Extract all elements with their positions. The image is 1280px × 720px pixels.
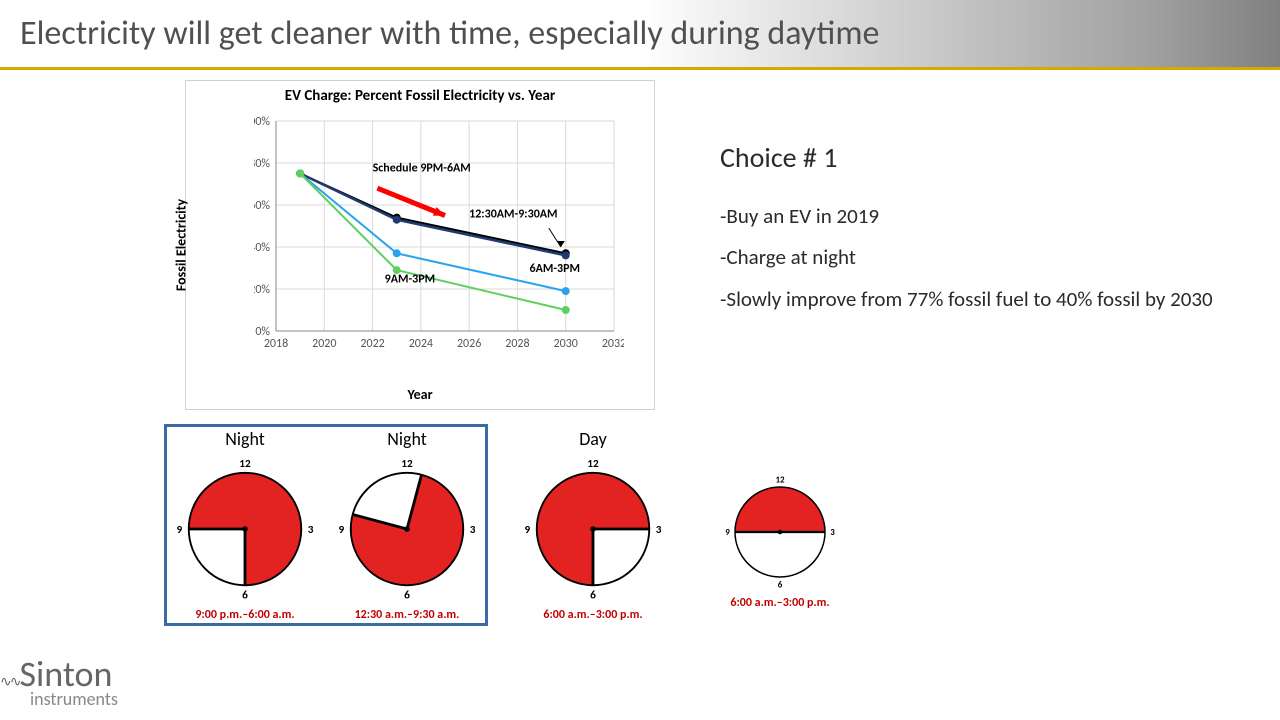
svg-text:40%: 40% [254,241,270,255]
svg-text:2026: 2026 [457,337,481,351]
choice-bullet: -Buy an EV in 2019 [720,203,1220,230]
squiggle-icon: ∿∿ [0,673,19,690]
clock-group: Day 12 3 6 9 6:00 a.m.–3:00 p.m. [518,428,668,622]
clock-group: 12 3 6 9 6:00 a.m.–3:00 p.m. [720,428,840,610]
svg-text:60%: 60% [254,199,270,213]
svg-text:2028: 2028 [505,337,529,351]
line-chart: EV Charge: Percent Fossil Electricity vs… [185,80,655,410]
clock-caption: 6:00 a.m.–3:00 p.m. [730,596,829,610]
clock-face: 12 3 6 9 [518,454,668,604]
svg-text:9: 9 [725,527,730,538]
svg-text:6: 6 [778,580,783,591]
choice-bullets: -Buy an EV in 2019 -Charge at night -Slowl… [720,203,1220,313]
choice-panel: Choice # 1 -Buy an EV in 2019 -Charge at … [720,140,1220,327]
logo-subtext: instruments [30,688,118,710]
clock-caption: 6:00 a.m.–3:00 p.m. [543,608,642,622]
svg-text:2032: 2032 [602,337,624,351]
selection-box [164,424,488,626]
svg-text:9AM-3PM: 9AM-3PM [385,273,435,287]
brand-logo: ∿∿Sinton instruments [0,652,118,710]
svg-text:2024: 2024 [409,337,433,351]
svg-text:2030: 2030 [554,337,578,351]
page-title: Electricity will get cleaner with time, … [20,13,879,54]
choice-heading: Choice # 1 [720,140,1220,175]
chart-title: EV Charge: Percent Fossil Electricity vs… [186,81,654,105]
svg-text:12:30AM-9:30AM: 12:30AM-9:30AM [469,208,557,222]
chart-x-label: Year [407,386,432,403]
svg-text:100%: 100% [254,115,270,129]
choice-bullet: -Charge at night [720,244,1220,271]
svg-text:Schedule 9PM-6AM: Schedule 9PM-6AM [373,161,471,175]
svg-text:20%: 20% [254,283,270,297]
chart-plot: 0%20%40%60%80%100%2018202020222024202620… [254,111,624,361]
clock-face: 12 3 6 9 [720,472,840,592]
svg-text:2022: 2022 [360,337,384,351]
svg-text:2018: 2018 [264,337,288,351]
title-bar: Electricity will get cleaner with time, … [0,0,1280,70]
svg-text:3: 3 [656,523,662,537]
clock-header: Day [579,428,607,450]
svg-text:3: 3 [830,527,835,538]
svg-text:9: 9 [525,523,531,537]
svg-text:2020: 2020 [312,337,336,351]
chart-y-label: Fossil Electricity [173,199,190,291]
content-area: EV Charge: Percent Fossil Electricity vs… [0,70,1280,720]
svg-text:12: 12 [775,475,785,486]
svg-text:12: 12 [587,457,599,471]
svg-text:80%: 80% [254,157,270,171]
svg-text:6: 6 [590,588,596,602]
svg-text:6AM-3PM: 6AM-3PM [530,262,580,276]
choice-bullet: -Slowly improve from 77% fossil fuel to … [720,286,1220,313]
